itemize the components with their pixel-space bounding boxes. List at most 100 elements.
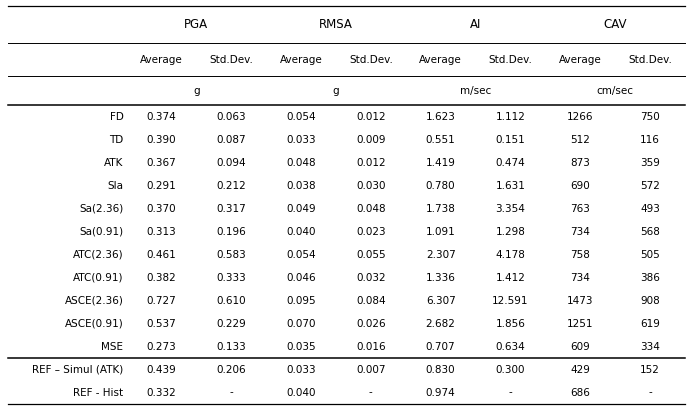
Text: ATC(0.91): ATC(0.91) [73,273,123,283]
Text: 0.035: 0.035 [286,341,316,352]
Text: Average: Average [140,55,183,64]
Text: 734: 734 [570,226,590,237]
Text: Sa(2.36): Sa(2.36) [79,204,123,213]
Text: 0.229: 0.229 [216,319,246,328]
Text: 0.370: 0.370 [147,204,176,213]
Text: 0.474: 0.474 [495,157,525,168]
Text: 734: 734 [570,273,590,283]
Text: 0.367: 0.367 [147,157,176,168]
Text: RMSA: RMSA [319,18,353,31]
Text: 2.307: 2.307 [426,250,455,259]
Text: 0.038: 0.038 [286,181,316,191]
Text: 0.439: 0.439 [147,364,176,375]
Text: 908: 908 [640,295,660,306]
Text: 0.048: 0.048 [356,204,386,213]
Text: g: g [333,86,339,95]
Text: 0.054: 0.054 [286,250,316,259]
Text: Std.Dev.: Std.Dev. [349,55,393,64]
Text: 1266: 1266 [567,112,593,122]
Text: g: g [193,86,200,95]
Text: 0.551: 0.551 [426,135,455,144]
Text: 3.354: 3.354 [495,204,526,213]
Text: 0.023: 0.023 [356,226,386,237]
Text: 763: 763 [570,204,590,213]
Text: ASCE(2.36): ASCE(2.36) [65,295,123,306]
Text: 0.333: 0.333 [216,273,246,283]
Text: 2.682: 2.682 [426,319,455,328]
Text: AI: AI [470,18,481,31]
Text: 0.048: 0.048 [286,157,316,168]
Text: 0.087: 0.087 [216,135,246,144]
Text: 1.623: 1.623 [426,112,455,122]
Text: 0.026: 0.026 [356,319,386,328]
Text: 0.273: 0.273 [147,341,176,352]
Text: 0.040: 0.040 [286,226,316,237]
Text: ATC(2.36): ATC(2.36) [73,250,123,259]
Text: 1.336: 1.336 [426,273,455,283]
Text: 0.046: 0.046 [286,273,316,283]
Text: 0.012: 0.012 [356,112,386,122]
Text: -: - [508,388,513,397]
Text: 690: 690 [570,181,590,191]
Text: 0.332: 0.332 [147,388,176,397]
Text: 0.610: 0.610 [216,295,246,306]
Text: 12.591: 12.591 [492,295,528,306]
Text: 0.390: 0.390 [147,135,176,144]
Text: 1.419: 1.419 [426,157,455,168]
Text: 0.055: 0.055 [356,250,386,259]
Text: 152: 152 [640,364,660,375]
Text: 873: 873 [570,157,590,168]
Text: 0.063: 0.063 [216,112,246,122]
Text: CAV: CAV [604,18,627,31]
Text: cm/sec: cm/sec [597,86,634,95]
Text: MSE: MSE [101,341,123,352]
Text: 568: 568 [640,226,660,237]
Text: 0.040: 0.040 [286,388,316,397]
Text: 0.070: 0.070 [286,319,316,328]
Text: 1.631: 1.631 [495,181,526,191]
Text: 0.537: 0.537 [147,319,176,328]
Text: 0.151: 0.151 [495,135,525,144]
Text: 0.727: 0.727 [147,295,176,306]
Text: SIa: SIa [107,181,123,191]
Text: REF – Simul (ATK): REF – Simul (ATK) [32,364,123,375]
Text: REF - Hist: REF - Hist [73,388,123,397]
Text: PGA: PGA [184,18,208,31]
Text: 0.780: 0.780 [426,181,455,191]
Text: 0.634: 0.634 [495,341,525,352]
Text: 1251: 1251 [567,319,593,328]
Text: 1.091: 1.091 [426,226,455,237]
Text: 1473: 1473 [567,295,593,306]
Text: 0.196: 0.196 [216,226,246,237]
Text: 0.033: 0.033 [286,135,316,144]
Text: 0.291: 0.291 [147,181,176,191]
Text: 4.178: 4.178 [495,250,526,259]
Text: FD: FD [110,112,123,122]
Text: 0.707: 0.707 [426,341,455,352]
Text: Sa(0.91): Sa(0.91) [79,226,123,237]
Text: 0.313: 0.313 [147,226,176,237]
Text: 512: 512 [570,135,590,144]
Text: 0.206: 0.206 [216,364,246,375]
Text: 1.412: 1.412 [495,273,526,283]
Text: 386: 386 [640,273,660,283]
Text: 0.317: 0.317 [216,204,246,213]
Text: 0.094: 0.094 [216,157,246,168]
Text: 0.300: 0.300 [495,364,525,375]
Text: Std.Dev.: Std.Dev. [628,55,672,64]
Text: 334: 334 [640,341,660,352]
Text: 0.095: 0.095 [286,295,316,306]
Text: Average: Average [559,55,601,64]
Text: 0.016: 0.016 [356,341,386,352]
Text: 572: 572 [640,181,660,191]
Text: 758: 758 [570,250,590,259]
Text: 493: 493 [640,204,660,213]
Text: 750: 750 [640,112,660,122]
Text: ASCE(0.91): ASCE(0.91) [65,319,123,328]
Text: Average: Average [280,55,322,64]
Text: 0.054: 0.054 [286,112,316,122]
Text: 505: 505 [640,250,660,259]
Text: 6.307: 6.307 [426,295,455,306]
Text: 619: 619 [640,319,660,328]
Text: 0.012: 0.012 [356,157,386,168]
